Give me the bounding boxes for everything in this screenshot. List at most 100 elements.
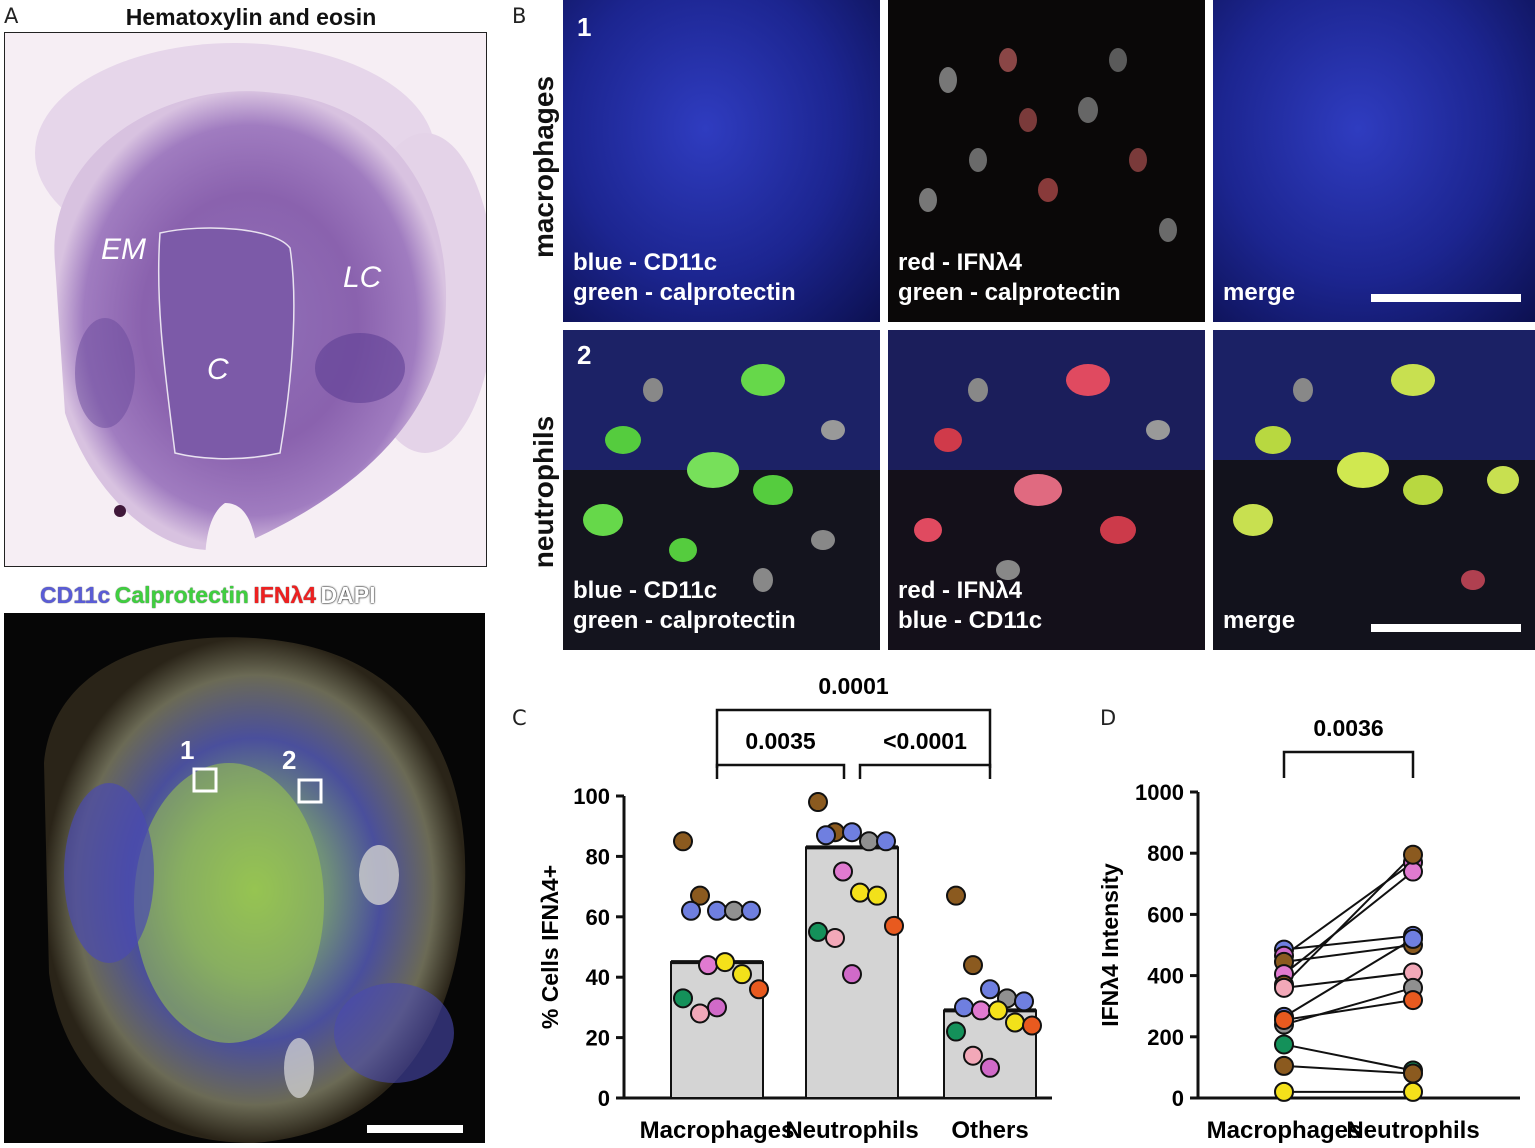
- y-axis-label: % Cells IFNλ4+: [537, 865, 563, 1029]
- data-point: [842, 822, 862, 843]
- region-label-lc: LC: [343, 261, 382, 294]
- scale-bar: [1371, 624, 1521, 632]
- data-point: [681, 900, 701, 921]
- tile-4-caption-line-2: green - calprotectin: [573, 607, 796, 634]
- pair-line: [1283, 986, 1414, 1026]
- tile-number-1: 1: [577, 12, 592, 42]
- y-tick-label: 60: [586, 905, 610, 930]
- he-stain-image: EM LC C: [4, 32, 487, 567]
- data-point: [808, 792, 828, 813]
- tile-4-caption: blue - CD11c green - calprotectin: [573, 576, 796, 636]
- pair-line: [1283, 854, 1414, 986]
- x-tick-label: Others: [951, 1117, 1028, 1144]
- significance-bracket: [858, 763, 992, 779]
- fluorescence-overview-image: 1 2: [4, 613, 485, 1143]
- p-value-label: 0.0036: [1313, 715, 1383, 741]
- he-stain-illustration: [35, 43, 486, 566]
- tile-5-cells: [888, 330, 1205, 580]
- x-tick-label: Macrophages: [640, 1117, 795, 1144]
- tile-4-caption-line-1: blue - CD11c: [573, 577, 718, 604]
- box-label-2: 2: [282, 745, 297, 775]
- data-point: [980, 1057, 1000, 1078]
- y-tick-label: 20: [586, 1026, 610, 1051]
- data-point: [707, 900, 727, 921]
- fluorescence-overview-illustration: [4, 613, 485, 1143]
- tile-6-cells: [1213, 330, 1535, 590]
- tile-macrophage-merge: merge: [1213, 0, 1535, 322]
- tile-5-caption-line-2: blue - CD11c: [898, 607, 1043, 634]
- data-point-macrophage: [1274, 1009, 1294, 1030]
- tile-1-caption-line-2: green - calprotectin: [573, 279, 796, 306]
- region-label-em: EM: [101, 233, 146, 266]
- pair-line: [1283, 1064, 1414, 1075]
- y-tick-label: 1000: [1135, 780, 1184, 805]
- tile-macrophage-cd11c: 1 blue - CD11c green - calprotectin: [563, 0, 880, 322]
- legend-ifnl4: IFNλ4: [253, 582, 317, 608]
- data-point: [749, 979, 769, 1000]
- significance-bracket: [1282, 750, 1415, 778]
- y-tick-label: 0: [598, 1086, 610, 1111]
- data-point: [980, 979, 1000, 1000]
- tile-2-nuclei: [919, 48, 1177, 242]
- data-point: [842, 964, 862, 985]
- panel-d-letter: D: [1100, 706, 1117, 730]
- pair-line: [1283, 870, 1414, 975]
- tile-neutrophil-ifnl4: red - IFNλ4 blue - CD11c: [888, 330, 1205, 650]
- data-point-macrophage: [1274, 1055, 1294, 1076]
- y-axis-label: IFNλ4 Intensity: [1097, 863, 1123, 1027]
- data-point-neutrophil: [1403, 1081, 1423, 1102]
- y-tick-label: 800: [1147, 841, 1184, 866]
- data-point: [971, 1000, 991, 1021]
- tile-6-caption: merge: [1223, 607, 1296, 634]
- data-point: [825, 927, 845, 948]
- tile-neutrophil-merge: merge: [1213, 330, 1535, 650]
- data-point: [988, 1000, 1008, 1021]
- row-label-neutrophils: neutrophils: [528, 415, 559, 569]
- data-point-macrophage: [1274, 1034, 1294, 1055]
- tile-1-caption: blue - CD11c green - calprotectin: [573, 248, 796, 308]
- panel-a-letter: A: [4, 4, 19, 28]
- data-point: [876, 831, 896, 852]
- legend-calprotectin: Calprotectin: [114, 582, 249, 608]
- pair-line: [1283, 1043, 1414, 1072]
- tile-3-caption: merge: [1223, 279, 1296, 306]
- region-label-c: C: [207, 353, 229, 386]
- pair-line: [1283, 938, 1414, 1018]
- data-point-macrophage: [1274, 1081, 1294, 1102]
- data-point-macrophage: [1274, 977, 1294, 998]
- y-tick-label: 400: [1147, 964, 1184, 989]
- data-point: [833, 861, 853, 882]
- data-point: [884, 915, 904, 936]
- significance-bracket: [715, 763, 846, 779]
- data-point-neutrophil: [1403, 928, 1423, 949]
- data-point: [850, 882, 870, 903]
- data-point: [808, 921, 828, 942]
- row-label-macrophages: macrophages: [528, 75, 559, 259]
- x-tick-label: Neutrophils: [785, 1117, 918, 1144]
- tile-5-caption-line-1: red - IFNλ4: [898, 577, 1023, 604]
- data-point: [954, 997, 974, 1018]
- tile-2-caption-line-2: green - calprotectin: [898, 279, 1121, 306]
- p-value-label: 0.0001: [818, 673, 889, 699]
- tile-5-caption: red - IFNλ4 blue - CD11c: [898, 576, 1042, 636]
- p-value-label: 0.0035: [745, 728, 816, 754]
- data-point: [963, 1045, 983, 1066]
- data-point: [1005, 1012, 1025, 1033]
- data-point-neutrophil: [1403, 990, 1423, 1011]
- data-point: [732, 964, 752, 985]
- tile-4-cells: [563, 330, 880, 592]
- pair-line: [1283, 944, 1414, 963]
- y-tick-label: 100: [573, 784, 610, 809]
- panel-c-letter: C: [512, 706, 527, 730]
- panel-b-letter: B: [512, 4, 527, 28]
- tile-1-caption-line-1: blue - CD11c: [573, 249, 718, 276]
- data-point: [715, 952, 735, 973]
- x-tick-label: Neutrophils: [1346, 1117, 1479, 1144]
- tile-2-caption-line-1: red - IFNλ4: [898, 249, 1023, 276]
- legend-dapi: DAPI: [320, 582, 376, 608]
- y-tick-label: 200: [1147, 1025, 1184, 1050]
- data-point: [859, 831, 879, 852]
- legend-cd11c: CD11c: [40, 582, 111, 608]
- y-tick-label: 600: [1147, 902, 1184, 927]
- data-point: [673, 988, 693, 1009]
